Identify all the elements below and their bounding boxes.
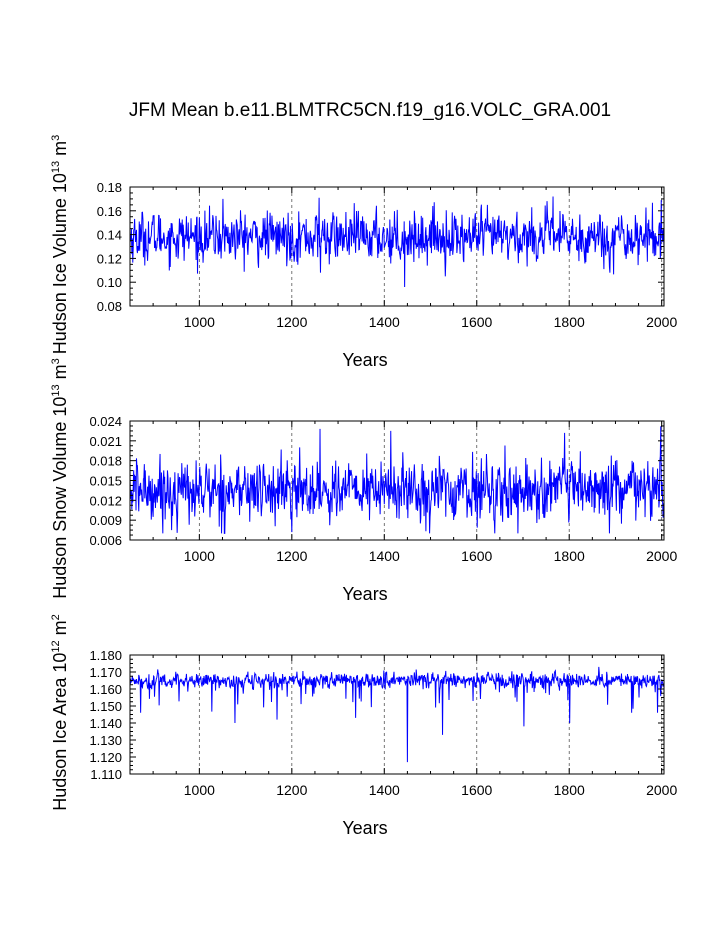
y-tick-label: 0.12: [97, 251, 122, 266]
x-axis-label: Years: [342, 818, 387, 838]
y-tick-label: 0.015: [89, 474, 122, 489]
y-tick-label: 0.08: [97, 299, 122, 314]
y-tick-label: 1.170: [89, 665, 122, 680]
y-tick-label: 0.18: [97, 180, 122, 195]
y-tick-label: 0.021: [89, 434, 122, 449]
x-tick-label: 1600: [461, 314, 492, 330]
y-tick-label: 0.009: [89, 513, 122, 528]
y-tick-label: 0.14: [97, 228, 122, 243]
y-tick-label: 1.140: [89, 716, 122, 731]
x-tick-label: 2000: [646, 314, 677, 330]
x-tick-label: 1600: [461, 782, 492, 798]
y-tick-label: 0.006: [89, 533, 122, 548]
x-tick-label: 1000: [184, 314, 215, 330]
x-tick-label: 1000: [184, 782, 215, 798]
panel-3: 1000 1200 1400 1600 1800 2000 1.110 1.120 1.130 1…: [50, 614, 677, 838]
x-tick-label: 1000: [184, 548, 215, 564]
x-tick-label: 1200: [276, 314, 307, 330]
x-tick-label: 1600: [461, 548, 492, 564]
y-axis-label: Hudson Ice Volume 1013 m3: [50, 135, 70, 355]
x-axis-label: Years: [342, 584, 387, 604]
x-tick-label: 1800: [554, 548, 585, 564]
x-tick-label: 2000: [646, 782, 677, 798]
panel-1: 1000 1200 1400 1600 1800 2000 0.08 0.10 0.12 0.14…: [50, 135, 677, 370]
y-tick-label: 1.150: [89, 699, 122, 714]
x-tick-label: 1400: [369, 314, 400, 330]
y-tick-label: 1.120: [89, 750, 122, 765]
y-axis-label: Hudson Ice Area 1012 m2: [50, 614, 70, 810]
y-tick-label: 1.130: [89, 733, 122, 748]
series-line-2: [129, 426, 665, 534]
panel-2: 1000 1200 1400 1600 1800 2000 0.006 0.009 0.012 0…: [50, 358, 677, 604]
y-tick-label: 0.024: [89, 414, 122, 429]
tick-marks: [130, 186, 664, 307]
y-tick-label: 0.10: [97, 275, 122, 290]
plot-frame: [129, 654, 665, 775]
y-tick-label: 0.16: [97, 204, 122, 219]
x-axis-label: Years: [342, 350, 387, 370]
tick-marks: [130, 654, 664, 775]
x-tick-label: 1200: [276, 548, 307, 564]
y-axis-label: Hudson Snow Volume 1013 m3: [50, 358, 70, 599]
x-tick-label: 1800: [554, 782, 585, 798]
x-tick-label: 2000: [646, 548, 677, 564]
x-tick-label: 1800: [554, 314, 585, 330]
x-tick-label: 1400: [369, 548, 400, 564]
x-tick-label: 1400: [369, 782, 400, 798]
series-line-3: [129, 666, 665, 763]
panels: 1000 1200 1400 1600 1800 2000 0.08 0.10 0.12 0.14…: [50, 135, 677, 838]
x-tick-label: 1200: [276, 782, 307, 798]
series-line-1: [129, 196, 665, 287]
y-tick-label: 0.018: [89, 454, 122, 469]
tick-marks: [130, 420, 664, 541]
y-tick-label: 0.012: [89, 493, 122, 508]
y-tick-label: 1.180: [89, 648, 122, 663]
y-tick-label: 1.160: [89, 682, 122, 697]
chart-title: JFM Mean b.e11.BLMTRC5CN.f19_g16.VOLC_GR…: [129, 100, 611, 121]
y-tick-label: 1.110: [90, 767, 122, 782]
plot-frame: [129, 420, 665, 541]
